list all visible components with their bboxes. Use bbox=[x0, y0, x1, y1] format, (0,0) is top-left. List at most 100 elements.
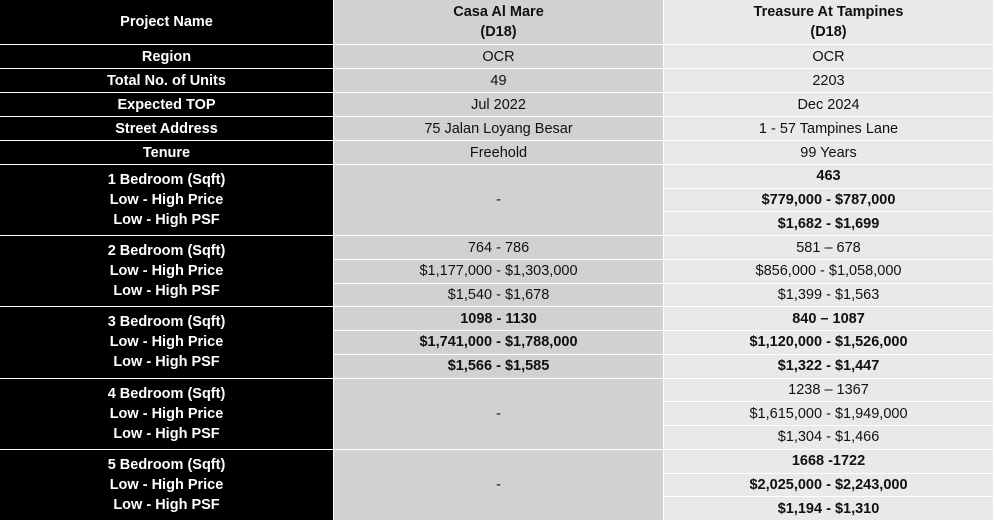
value-text: Dec 2024 bbox=[797, 96, 860, 113]
group-label: 1 Bedroom (Sqft) Low - High Price Low - Hi… bbox=[0, 165, 334, 237]
group-value: 1098 - 1130 bbox=[334, 307, 664, 332]
value-text: $1,322 - $1,447 bbox=[777, 358, 880, 375]
group-label-text: Low - High Price bbox=[109, 263, 224, 280]
row-value: 75 Jalan Loyang Besar bbox=[334, 117, 664, 141]
row-value: 2203 bbox=[664, 69, 994, 93]
value-text: $1,741,000 - $1,788,000 bbox=[419, 334, 578, 351]
group-value: $1,615,000 - $1,949,000 bbox=[664, 402, 994, 427]
group-label-text: 1 Bedroom (Sqft) bbox=[107, 172, 226, 189]
group-value: - bbox=[334, 165, 664, 237]
group-value: $1,540 - $1,678 bbox=[334, 283, 664, 308]
value-text: 1 - 57 Tampines Lane bbox=[758, 120, 899, 137]
group-label-text: Low - High PSF bbox=[113, 283, 220, 300]
group-value: $2,025,000 - $2,243,000 bbox=[664, 473, 994, 498]
row-value: 49 bbox=[334, 69, 664, 93]
group-value: $1,304 - $1,466 bbox=[664, 426, 994, 450]
row-value: Dec 2024 bbox=[664, 93, 994, 117]
row-value: 99 Years bbox=[664, 141, 994, 165]
project-name: Casa Al Mare bbox=[453, 4, 544, 20]
group-label-text: Low - High Price bbox=[109, 334, 224, 351]
project-district: (D18) bbox=[480, 24, 517, 40]
value-text: $1,615,000 - $1,949,000 bbox=[749, 405, 908, 422]
group-label-text: Low - High PSF bbox=[113, 496, 220, 513]
value-text: 1238 – 1367 bbox=[788, 381, 869, 398]
value-text: - bbox=[496, 405, 501, 422]
group-value: 581 – 678 bbox=[664, 236, 994, 260]
value-text: 463 bbox=[816, 168, 841, 185]
value-text: 2203 bbox=[812, 72, 845, 89]
group-label-text: Low - High PSF bbox=[113, 354, 220, 371]
group-label: 3 Bedroom (Sqft) Low - High Price Low - Hi… bbox=[0, 307, 334, 379]
value-text: $779,000 - $787,000 bbox=[761, 192, 896, 209]
value-text: OCR bbox=[812, 48, 845, 65]
group-value: $1,194 - $1,310 bbox=[664, 497, 994, 521]
row-label: Region bbox=[0, 45, 334, 69]
value-text: $1,177,000 - $1,303,000 bbox=[419, 263, 578, 280]
row-label: Expected TOP bbox=[0, 93, 334, 117]
row-label: Tenure bbox=[0, 141, 334, 165]
value-text: OCR bbox=[482, 48, 515, 65]
value-text: Freehold bbox=[469, 144, 528, 161]
group-label-text: Low - High Price bbox=[109, 192, 224, 209]
group-value: $779,000 - $787,000 bbox=[664, 188, 994, 213]
project-district: (D18) bbox=[810, 24, 847, 40]
group-label-text: Low - High Price bbox=[109, 405, 224, 422]
group-value: 840 – 1087 bbox=[664, 307, 994, 332]
row-value: OCR bbox=[664, 45, 994, 69]
value-text: $1,540 - $1,678 bbox=[447, 287, 550, 304]
group-label: 4 Bedroom (Sqft) Low - High Price Low - Hi… bbox=[0, 378, 334, 450]
row-value: Jul 2022 bbox=[334, 93, 664, 117]
row-label: Street Address bbox=[0, 117, 334, 141]
group-value: $1,399 - $1,563 bbox=[664, 283, 994, 308]
project-header: Casa Al Mare (D18) bbox=[334, 0, 664, 45]
value-text: $1,399 - $1,563 bbox=[777, 287, 880, 304]
group-label-text: 2 Bedroom (Sqft) bbox=[107, 243, 226, 260]
value-text: 840 – 1087 bbox=[792, 310, 865, 327]
group-value: $1,322 - $1,447 bbox=[664, 354, 994, 379]
project-name: Treasure At Tampines bbox=[753, 4, 904, 20]
value-text: - bbox=[496, 476, 501, 493]
value-text: $1,304 - $1,466 bbox=[777, 429, 880, 446]
row-label-text: Region bbox=[141, 48, 192, 65]
header-label: Project Name bbox=[0, 0, 334, 45]
group-value: $1,682 - $1,699 bbox=[664, 212, 994, 237]
value-text: 99 Years bbox=[800, 144, 857, 161]
group-label-text: 5 Bedroom (Sqft) bbox=[107, 456, 226, 473]
group-label: 2 Bedroom (Sqft) Low - High Price Low - Hi… bbox=[0, 236, 334, 308]
value-text: $2,025,000 - $2,243,000 bbox=[749, 476, 908, 493]
group-value: 1668 -1722 bbox=[664, 449, 994, 474]
value-text: 75 Jalan Loyang Besar bbox=[424, 120, 573, 137]
value-text: 581 – 678 bbox=[796, 239, 861, 256]
group-value: $856,000 - $1,058,000 bbox=[664, 259, 994, 284]
value-text: $1,120,000 - $1,526,000 bbox=[749, 334, 908, 351]
group-value: 764 - 786 bbox=[334, 236, 664, 260]
value-text: $1,566 - $1,585 bbox=[447, 358, 550, 375]
row-label-text: Street Address bbox=[115, 120, 218, 137]
group-value: $1,741,000 - $1,788,000 bbox=[334, 331, 664, 355]
group-label-text: Low - High PSF bbox=[113, 212, 220, 229]
value-text: $1,194 - $1,310 bbox=[777, 500, 880, 517]
group-label-text: 4 Bedroom (Sqft) bbox=[107, 385, 226, 402]
group-value: $1,177,000 - $1,303,000 bbox=[334, 259, 664, 284]
value-text: 49 bbox=[490, 72, 507, 89]
group-value: $1,120,000 - $1,526,000 bbox=[664, 331, 994, 355]
row-label-text: Tenure bbox=[142, 144, 191, 161]
header-text: Project Name bbox=[120, 14, 213, 30]
row-value: Freehold bbox=[334, 141, 664, 165]
value-text: 1668 -1722 bbox=[791, 453, 866, 470]
value-text: $1,682 - $1,699 bbox=[777, 215, 880, 232]
value-text: $856,000 - $1,058,000 bbox=[755, 263, 902, 280]
group-value: $1,566 - $1,585 bbox=[334, 354, 664, 379]
row-value: 1 - 57 Tampines Lane bbox=[664, 117, 994, 141]
group-value: - bbox=[334, 449, 664, 521]
row-value: OCR bbox=[334, 45, 664, 69]
group-label-text: Low - High PSF bbox=[113, 425, 220, 442]
value-text: 1098 - 1130 bbox=[460, 310, 537, 327]
group-label-text: Low - High Price bbox=[109, 476, 224, 493]
group-label: 5 Bedroom (Sqft) Low - High Price Low - Hi… bbox=[0, 449, 334, 521]
group-value: 463 bbox=[664, 165, 994, 189]
value-text: Jul 2022 bbox=[471, 96, 526, 113]
group-value: - bbox=[334, 378, 664, 450]
row-label-text: Expected TOP bbox=[117, 96, 216, 113]
